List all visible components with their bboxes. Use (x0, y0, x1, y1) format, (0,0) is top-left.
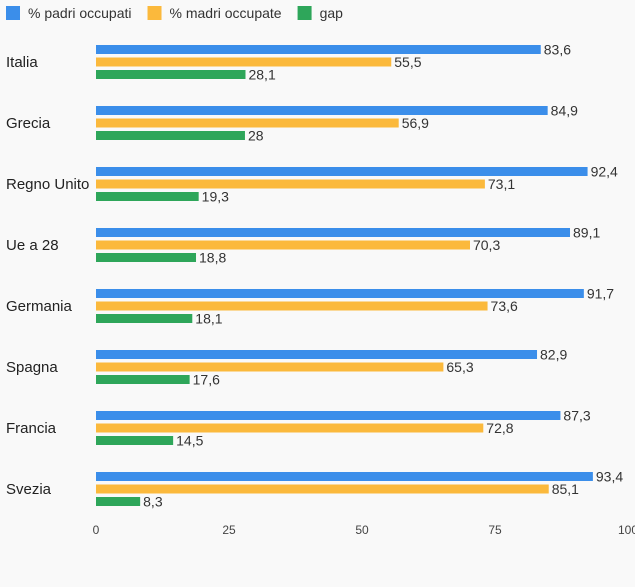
category-group: Spagna 82,9 65,3 17,6 (6, 347, 567, 388)
bar (96, 192, 199, 201)
data-label: 19,3 (202, 189, 229, 205)
bar (96, 472, 593, 481)
x-axis: 0 25 50 75 100 (93, 523, 635, 537)
bar (96, 375, 190, 384)
bar (96, 118, 399, 128)
data-label: 14,5 (176, 433, 203, 449)
x-tick-label: 100 (618, 523, 635, 537)
category-label: Germania (6, 298, 73, 315)
bar (96, 423, 484, 433)
category-label: Spagna (6, 359, 58, 376)
data-label: 87,3 (563, 408, 590, 424)
bar (96, 70, 246, 79)
category-group: Germania 91,7 73,6 18,1 (6, 286, 614, 327)
legend: % padri occupati % madri occupate gap (6, 5, 343, 21)
data-label: 8,3 (143, 494, 163, 510)
data-label: 89,1 (573, 225, 600, 241)
legend-swatch-2 (297, 6, 312, 20)
data-label: 28 (248, 128, 264, 144)
bar (96, 362, 444, 372)
data-label: 65,3 (446, 359, 473, 375)
bar (96, 289, 584, 298)
bar (96, 131, 245, 140)
category-label: Grecia (6, 115, 51, 132)
category-group: Francia 87,3 72,8 14,5 (6, 408, 591, 449)
bar (96, 167, 588, 176)
data-label: 83,6 (544, 42, 571, 58)
bar (96, 106, 548, 115)
x-tick-label: 0 (93, 523, 100, 537)
category-group: Regno Unito 92,4 73,1 19,3 (6, 164, 618, 205)
data-label: 92,4 (591, 164, 618, 180)
data-label: 28,1 (248, 67, 275, 83)
category-label: Svezia (6, 481, 52, 498)
data-label: 18,1 (195, 311, 222, 327)
legend-swatch-0 (6, 6, 20, 20)
category-label: Italia (6, 54, 38, 71)
legend-label-0: % padri occupati (28, 5, 132, 21)
data-label: 70,3 (473, 237, 500, 253)
bar (96, 411, 561, 420)
data-label: 73,1 (488, 176, 515, 192)
category-label: Ue a 28 (6, 237, 59, 254)
category-label: Francia (6, 420, 57, 437)
bar (96, 179, 485, 189)
bar (96, 45, 541, 54)
data-label: 73,6 (491, 298, 518, 314)
data-label: 18,8 (199, 250, 226, 266)
legend-label-2: gap (320, 5, 344, 21)
bar (96, 301, 488, 311)
x-tick-label: 50 (355, 523, 369, 537)
bar (96, 228, 571, 237)
category-group: Italia 83,6 55,5 28,1 (6, 42, 571, 83)
bar (96, 436, 174, 445)
category-group: Svezia 93,4 85,1 8,3 (6, 469, 623, 510)
category-label: Regno Unito (6, 176, 89, 193)
x-tick-label: 25 (222, 523, 236, 537)
data-label: 56,9 (402, 115, 429, 131)
data-label: 72,8 (486, 420, 513, 436)
data-label: 93,4 (596, 469, 623, 485)
data-label: 82,9 (540, 347, 567, 363)
category-group: Grecia 84,9 56,9 28 (6, 103, 578, 144)
bar (96, 240, 470, 250)
bar (96, 350, 538, 359)
x-tick-label: 75 (488, 523, 502, 537)
data-label: 17,6 (193, 372, 220, 388)
data-label: 84,9 (551, 103, 578, 119)
bar (96, 484, 549, 494)
legend-label-1: % madri occupate (170, 5, 282, 21)
bar (96, 314, 193, 323)
legend-swatch-1 (147, 6, 162, 20)
bar (96, 253, 197, 262)
data-label: 55,5 (394, 54, 421, 70)
data-label: 85,1 (552, 481, 579, 497)
bar (96, 57, 392, 67)
plot-area: Italia 83,6 55,5 28,1 Grecia 84,9 56,9 28 Regno … (6, 42, 623, 510)
category-group: Ue a 28 89,1 70,3 18,8 (6, 225, 600, 266)
data-label: 91,7 (587, 286, 614, 302)
bar (96, 497, 141, 506)
